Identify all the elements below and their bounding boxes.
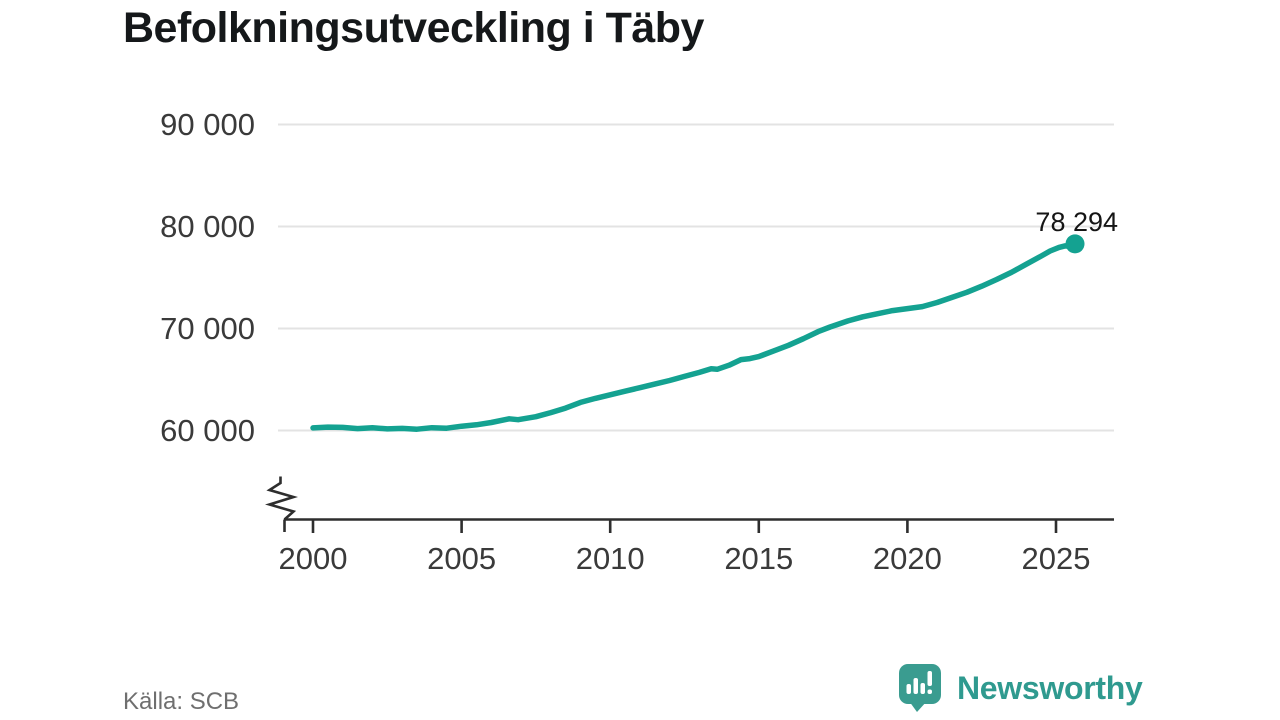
x-axis-tick-label: 2010 xyxy=(575,541,645,576)
newsworthy-bar-chart-bubble-icon xyxy=(899,664,941,712)
brand-name: Newsworthy xyxy=(957,669,1143,706)
y-axis-tick-label: 90 000 xyxy=(160,106,255,142)
x-axis-tick-label: 2025 xyxy=(1021,541,1091,576)
x-axis-tick-label: 2005 xyxy=(427,541,497,576)
y-axis-tick-label: 60 000 xyxy=(160,412,255,448)
x-axis-tick-label: 2000 xyxy=(278,541,348,576)
gridlines-layer xyxy=(278,123,1114,432)
y-axis-tick-label: 80 000 xyxy=(160,208,255,244)
end-value-label: 78 294 xyxy=(1035,206,1119,237)
series-end-point-dot xyxy=(1065,234,1085,254)
population-series-line xyxy=(310,241,1078,432)
source-note: Källa: SCB xyxy=(123,688,240,715)
x-axis-tick-label: 2020 xyxy=(872,541,942,576)
brand-lockup: Newsworthy xyxy=(897,663,1143,713)
y-axis-tick-label: 70 000 xyxy=(160,310,255,346)
x-axis-tick-label: 2015 xyxy=(724,541,794,576)
chart-title: Befolkningsutveckling i Täby xyxy=(123,4,704,52)
y-axis-break-icon xyxy=(265,476,298,521)
x-ticks-layer xyxy=(311,519,1058,533)
